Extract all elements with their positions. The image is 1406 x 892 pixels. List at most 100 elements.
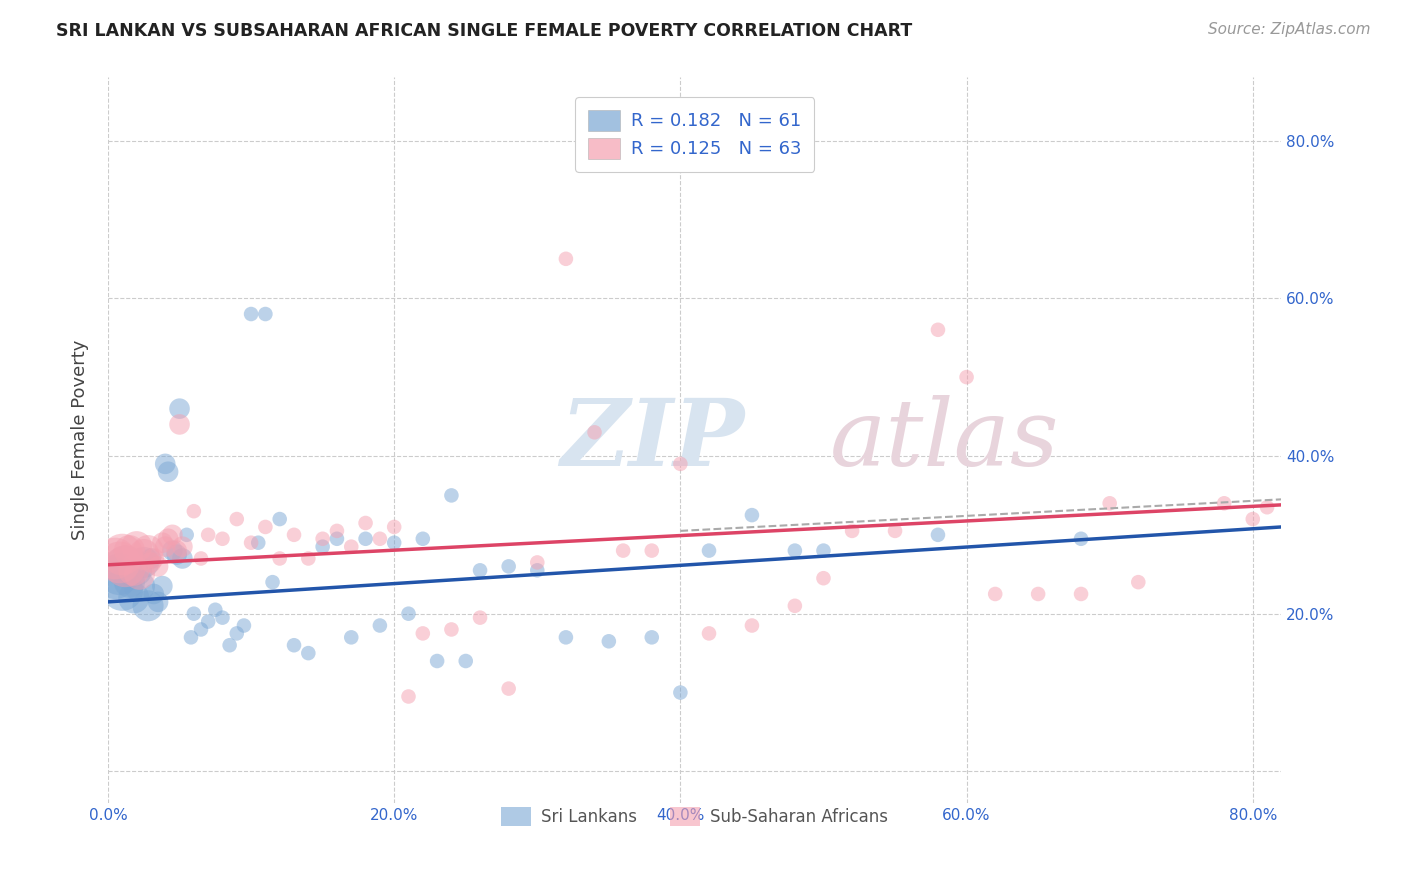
Point: [169, 417, 191, 432]
Point: [368, 532, 391, 546]
Point: [197, 615, 219, 629]
Point: [104, 571, 127, 585]
Point: [669, 685, 692, 699]
Text: atlas: atlas: [830, 395, 1059, 485]
Point: [598, 634, 620, 648]
Point: [128, 567, 150, 582]
Point: [283, 528, 305, 542]
Point: [142, 551, 165, 566]
Point: [125, 540, 148, 554]
Point: [526, 563, 548, 577]
Point: [984, 587, 1007, 601]
Point: [412, 626, 434, 640]
Point: [498, 559, 520, 574]
Point: [612, 543, 634, 558]
Point: [297, 646, 319, 660]
Point: [166, 543, 188, 558]
Point: [1256, 500, 1278, 515]
Point: [641, 543, 664, 558]
Point: [554, 631, 576, 645]
Text: SRI LANKAN VS SUBSAHARAN AFRICAN SINGLE FEMALE POVERTY CORRELATION CHART: SRI LANKAN VS SUBSAHARAN AFRICAN SINGLE …: [56, 22, 912, 40]
Point: [136, 543, 159, 558]
Point: [183, 607, 205, 621]
Point: [232, 618, 254, 632]
Point: [155, 540, 177, 554]
Point: [669, 457, 692, 471]
Point: [104, 551, 127, 566]
Point: [426, 654, 449, 668]
Point: [111, 582, 134, 597]
Legend: Sri Lankans, Sub-Saharan Africans: Sri Lankans, Sub-Saharan Africans: [492, 798, 897, 835]
Point: [283, 638, 305, 652]
Point: [162, 543, 184, 558]
Point: [526, 556, 548, 570]
Point: [122, 563, 145, 577]
Point: [813, 571, 835, 585]
Y-axis label: Single Female Poverty: Single Female Poverty: [72, 340, 89, 541]
Text: ZIP: ZIP: [560, 395, 744, 485]
Point: [157, 465, 180, 479]
Point: [139, 556, 162, 570]
Point: [262, 575, 284, 590]
Point: [139, 551, 162, 566]
Point: [240, 535, 263, 549]
Point: [927, 323, 949, 337]
Point: [340, 540, 363, 554]
Point: [225, 626, 247, 640]
Point: [125, 563, 148, 577]
Point: [841, 524, 863, 538]
Point: [498, 681, 520, 696]
Point: [114, 559, 136, 574]
Point: [132, 548, 155, 562]
Point: [297, 551, 319, 566]
Point: [454, 654, 477, 668]
Point: [354, 516, 377, 530]
Point: [122, 591, 145, 605]
Point: [1070, 587, 1092, 601]
Point: [326, 532, 349, 546]
Point: [132, 556, 155, 570]
Point: [1241, 512, 1264, 526]
Point: [398, 690, 420, 704]
Point: [247, 535, 270, 549]
Point: [150, 535, 173, 549]
Point: [1098, 496, 1121, 510]
Point: [118, 543, 141, 558]
Point: [108, 567, 131, 582]
Point: [813, 543, 835, 558]
Point: [583, 425, 606, 440]
Point: [118, 575, 141, 590]
Point: [340, 631, 363, 645]
Point: [783, 599, 806, 613]
Point: [218, 638, 240, 652]
Point: [741, 508, 763, 522]
Text: Source: ZipAtlas.com: Source: ZipAtlas.com: [1208, 22, 1371, 37]
Point: [326, 524, 349, 538]
Point: [157, 532, 180, 546]
Point: [440, 623, 463, 637]
Point: [162, 528, 184, 542]
Point: [697, 543, 720, 558]
Point: [641, 631, 664, 645]
Point: [254, 307, 277, 321]
Point: [180, 631, 202, 645]
Point: [108, 556, 131, 570]
Point: [468, 563, 491, 577]
Point: [354, 532, 377, 546]
Point: [172, 551, 194, 566]
Point: [176, 528, 198, 542]
Point: [440, 488, 463, 502]
Point: [884, 524, 907, 538]
Point: [1026, 587, 1049, 601]
Point: [783, 543, 806, 558]
Point: [136, 599, 159, 613]
Point: [111, 548, 134, 562]
Point: [398, 607, 420, 621]
Point: [554, 252, 576, 266]
Point: [166, 548, 188, 562]
Point: [468, 610, 491, 624]
Point: [697, 626, 720, 640]
Point: [269, 512, 291, 526]
Point: [240, 307, 263, 321]
Point: [128, 579, 150, 593]
